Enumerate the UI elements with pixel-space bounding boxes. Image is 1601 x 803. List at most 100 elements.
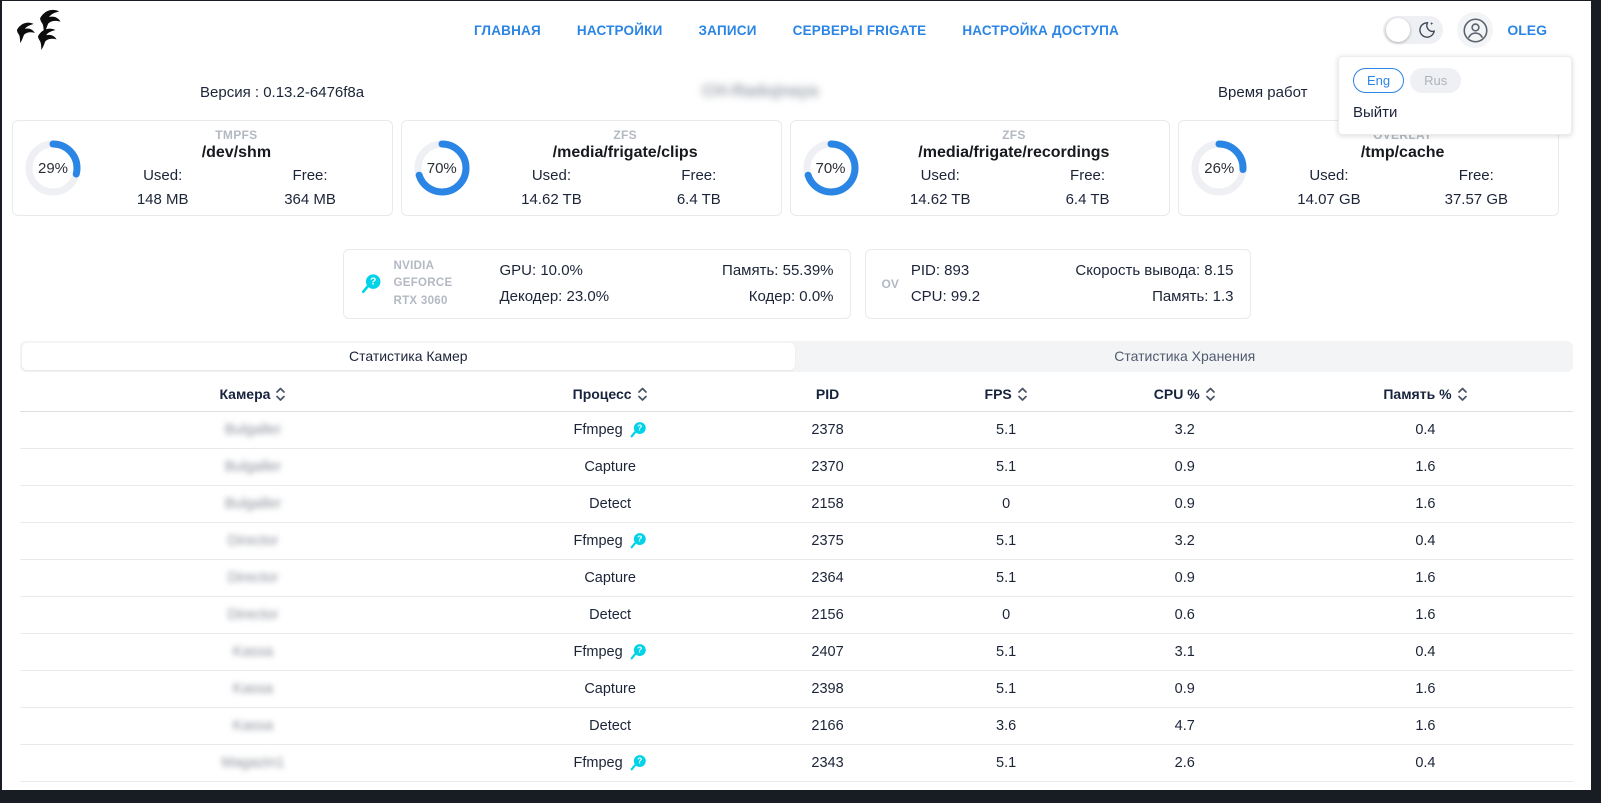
sort-chevrons-icon[interactable] [1017, 386, 1028, 402]
language-pill[interactable]: Eng [1353, 68, 1405, 93]
process-name: Ffmpeg [573, 755, 623, 771]
gpu-decoder: Декодер: 23.0% [499, 288, 610, 305]
gpu-usage: GPU: 10.0% [499, 261, 583, 279]
pid-cell: 2156 [811, 607, 844, 623]
process-name: Ffmpeg [573, 644, 623, 660]
table-row: Bulgaller Detect 2158 0 0.9 1.6 [20, 486, 1573, 523]
avatar-icon [1463, 17, 1488, 43]
nav-link[interactable]: НАСТРОЙКА ДОСТУПА [962, 22, 1119, 38]
app-window: ГЛАВНАЯ НАСТРОЙКИ ЗАПИСИ СЕРВЕРЫ FRIGATE… [2, 1, 1591, 790]
memory-cell: 1.6 [1415, 459, 1436, 475]
user-avatar[interactable] [1457, 12, 1494, 48]
memory-cell: 1.6 [1415, 681, 1436, 697]
cpu-cell: 3.1 [1174, 644, 1195, 660]
usage-percent: 26% [1204, 159, 1235, 177]
mount-path: /tmp/cache [1360, 144, 1445, 161]
table-row: Bulgaller Ffmpeg 2378 5.1 3.2 0.4 [20, 412, 1573, 449]
free-value: 37.57 GB [1444, 191, 1508, 208]
used-label: Used: [920, 167, 960, 184]
storage-card: 70% ZFS /media/frigate/recordings Used: … [789, 120, 1171, 216]
process-name: Capture [584, 570, 636, 586]
nav-link[interactable]: НАСТРОЙКИ [576, 22, 663, 38]
table-row: Kassa Detect 2166 3.6 4.7 1.6 [20, 708, 1573, 745]
process-cards: NVIDIA GEFORCE RTX 3060 GPU: 10.0% Декод… [2, 249, 1591, 319]
gpu-stats-card: NVIDIA GEFORCE RTX 3060 GPU: 10.0% Декод… [342, 249, 851, 319]
tab[interactable]: Статистика Камер [22, 343, 795, 370]
cpu-cell: 3.2 [1174, 422, 1195, 438]
camera-name-blurred: Kassa [232, 681, 274, 697]
table-row: Director Capture 2364 5.1 0.9 1.6 [20, 560, 1573, 597]
magnifier-question-icon[interactable] [629, 532, 647, 550]
fps-cell: 5.1 [996, 755, 1017, 771]
used-label: Used: [531, 167, 572, 184]
usage-percent: 29% [37, 159, 69, 177]
magnifier-question-icon[interactable] [629, 754, 647, 772]
column-header: CPU % [1092, 386, 1278, 402]
magnifier-question-icon[interactable] [629, 421, 647, 439]
camera-name-blurred: Kassa [232, 718, 274, 734]
column-header: FPS [921, 386, 1092, 402]
memory-cell: 0.4 [1415, 533, 1436, 549]
cpu-cell: 0.9 [1174, 570, 1195, 586]
cpu-cell: 0.6 [1174, 607, 1195, 623]
process-name: Ffmpeg [573, 422, 623, 438]
sort-chevrons-icon[interactable] [637, 386, 648, 402]
usage-donut: 70% [414, 140, 470, 196]
language-pill[interactable]: Rus [1410, 68, 1462, 93]
nav-link[interactable]: ЗАПИСИ [698, 22, 757, 38]
used-label: Used: [143, 167, 183, 184]
camera-name-blurred: Magazin1 [221, 755, 285, 771]
storage-card: 29% TMPFS /dev/shm Used: 148 MB Free: 36… [12, 120, 393, 216]
sort-chevrons-icon[interactable] [1205, 386, 1216, 402]
theme-toggle[interactable] [1383, 16, 1444, 44]
free-label: Free: [1070, 167, 1106, 184]
memory-cell: 1.6 [1415, 570, 1436, 586]
gpu-left-stats: GPU: 10.0% Декодер: 23.0% [500, 258, 610, 311]
fs-type-label: ZFS [1002, 128, 1026, 142]
magnifier-question-icon[interactable] [360, 273, 382, 295]
frigate-logo-icon[interactable] [16, 8, 66, 54]
process-name: Detect [589, 718, 632, 734]
mount-path: /dev/shm [201, 144, 272, 161]
column-header: PID [815, 385, 840, 402]
camera-name-blurred: Director [227, 607, 279, 623]
cpu-cell: 0.9 [1174, 459, 1195, 475]
magnifier-question-icon[interactable] [629, 643, 647, 661]
process-name: Detect [589, 607, 632, 623]
process-name: Capture [584, 459, 636, 475]
table-row: Kassa Ffmpeg 2407 5.1 3.1 0.4 [20, 634, 1573, 671]
used-label: Used: [1309, 167, 1349, 184]
column-header: Камера [20, 386, 486, 402]
stats-tabs: Статистика Камер Статистика Хранения [20, 341, 1573, 372]
cpu-cell: 4.7 [1174, 718, 1195, 734]
sort-chevrons-icon[interactable] [275, 386, 286, 402]
process-name: Ffmpeg [573, 533, 623, 549]
camera-name-blurred: Bulgaller [224, 496, 282, 512]
usage-percent: 70% [815, 159, 846, 177]
table-row: Magazin1 Ffmpeg 2343 5.1 2.6 0.4 [20, 745, 1573, 782]
column-header: Память % [1278, 386, 1573, 402]
memory-cell: 1.6 [1415, 496, 1436, 512]
tab[interactable]: Статистика Хранения [1114, 348, 1256, 364]
table-header: Камера Процесс PID FPS CPU % Память % [20, 376, 1573, 412]
camera-name-blurred: Bulgaller [224, 422, 282, 438]
logout-button[interactable]: Выйти [1353, 104, 1398, 121]
gpu-name: NVIDIA GEFORCE RTX 3060 [393, 260, 453, 307]
fps-cell: 5.1 [996, 422, 1017, 438]
language-switcher: Eng Rus [1353, 68, 1557, 93]
pid-cell: 2407 [811, 644, 844, 660]
memory-cell: 0.4 [1415, 422, 1436, 438]
sort-chevrons-icon[interactable] [1457, 386, 1468, 402]
moon-icon [1419, 22, 1436, 38]
camera-name-blurred: Director [227, 533, 279, 549]
free-value: 6.4 TB [676, 191, 721, 208]
user-name[interactable]: OLEG [1507, 22, 1547, 38]
server-name-blurred: CH-Radujnaya [702, 81, 819, 100]
nav-link[interactable]: ГЛАВНАЯ [474, 22, 541, 38]
used-value: 14.07 GB [1297, 191, 1361, 208]
used-value: 14.62 TB [909, 191, 971, 208]
storage-card: 70% ZFS /media/frigate/clips Used: 14.62… [400, 120, 782, 216]
camera-name-blurred: Kassa [232, 644, 274, 660]
nav-link[interactable]: СЕРВЕРЫ FRIGATE [792, 22, 927, 38]
camera-stats-table: Камера Процесс PID FPS CPU % Память % Bu… [20, 376, 1573, 782]
